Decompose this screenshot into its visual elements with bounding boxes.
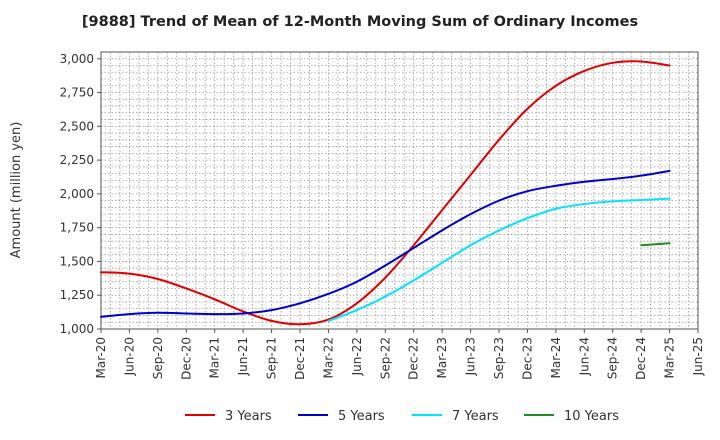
x-tick-label: Jun-25 — [691, 337, 705, 376]
x-tick-label: Jun-23 — [464, 337, 478, 376]
series-line-7-years — [327, 197, 671, 322]
x-tick-label: Jun-20 — [122, 337, 136, 376]
legend-label-10-years: 10 Years — [564, 409, 619, 424]
x-tick-label: Mar-21 — [208, 337, 222, 378]
x-tick-label: Sep-21 — [265, 337, 279, 379]
x-tick-label: Mar-25 — [663, 337, 677, 378]
legend-label-7-years: 7 Years — [452, 409, 499, 424]
x-tick-label: Jun-22 — [350, 337, 364, 376]
y-tick-label: 2,500 — [60, 119, 94, 133]
legend-label-3-years: 3 Years — [225, 409, 272, 424]
y-axis-ticks: 1,000 1,250 1,500 1,750 2,000 2,250 2,500 2,750… — [60, 52, 101, 336]
plot-frame — [100, 51, 699, 330]
x-axis-ticks: Mar-20 Jun-20 Sep-20 Dec-20 Mar-21 Jun-21 Sep-… — [94, 329, 705, 380]
y-tick-label: 2,000 — [60, 187, 94, 201]
x-tick-label: Sep-24 — [606, 337, 620, 379]
y-tick-label: 1,000 — [60, 322, 94, 336]
y-tick-label: 3,000 — [60, 52, 94, 66]
plot-area — [101, 52, 698, 329]
series-lines — [100, 60, 671, 326]
chart-title: [9888] Trend of Mean of 12-Month Moving … — [81, 14, 639, 30]
x-tick-label: Mar-20 — [94, 337, 108, 378]
grid-lines — [100, 51, 699, 330]
legend: 3 Years 5 Years 7 Years 10 Years — [185, 409, 619, 424]
plot-border — [100, 51, 699, 330]
x-tick-label: Sep-23 — [492, 337, 506, 379]
x-tick-label: Dec-20 — [179, 337, 193, 380]
x-tick-label: Sep-20 — [151, 337, 165, 379]
y-tick-label: 1,250 — [60, 288, 94, 302]
y-tick-label: 2,750 — [60, 86, 94, 100]
legend-label-5-years: 5 Years — [338, 409, 385, 424]
series-line-3-years — [100, 60, 671, 326]
series-line-10-years — [640, 242, 671, 247]
x-tick-label: Dec-21 — [293, 337, 307, 380]
x-tick-label: Mar-22 — [321, 337, 335, 378]
x-tick-label: Jun-24 — [577, 337, 591, 376]
y-tick-label: 1,750 — [60, 221, 94, 235]
x-tick-label: Dec-22 — [407, 337, 421, 380]
series-line-5-years — [100, 169, 671, 318]
x-tick-label: Mar-23 — [435, 337, 449, 378]
x-tick-label: Mar-24 — [549, 337, 563, 378]
x-tick-label: Dec-23 — [520, 337, 534, 380]
x-tick-label: Dec-24 — [634, 337, 648, 380]
x-tick-label: Jun-21 — [236, 337, 250, 376]
y-tick-label: 2,250 — [60, 153, 94, 167]
y-tick-label: 1,500 — [60, 254, 94, 268]
x-tick-label: Sep-22 — [378, 337, 392, 379]
y-axis-title: Amount (million yen) — [9, 122, 24, 259]
